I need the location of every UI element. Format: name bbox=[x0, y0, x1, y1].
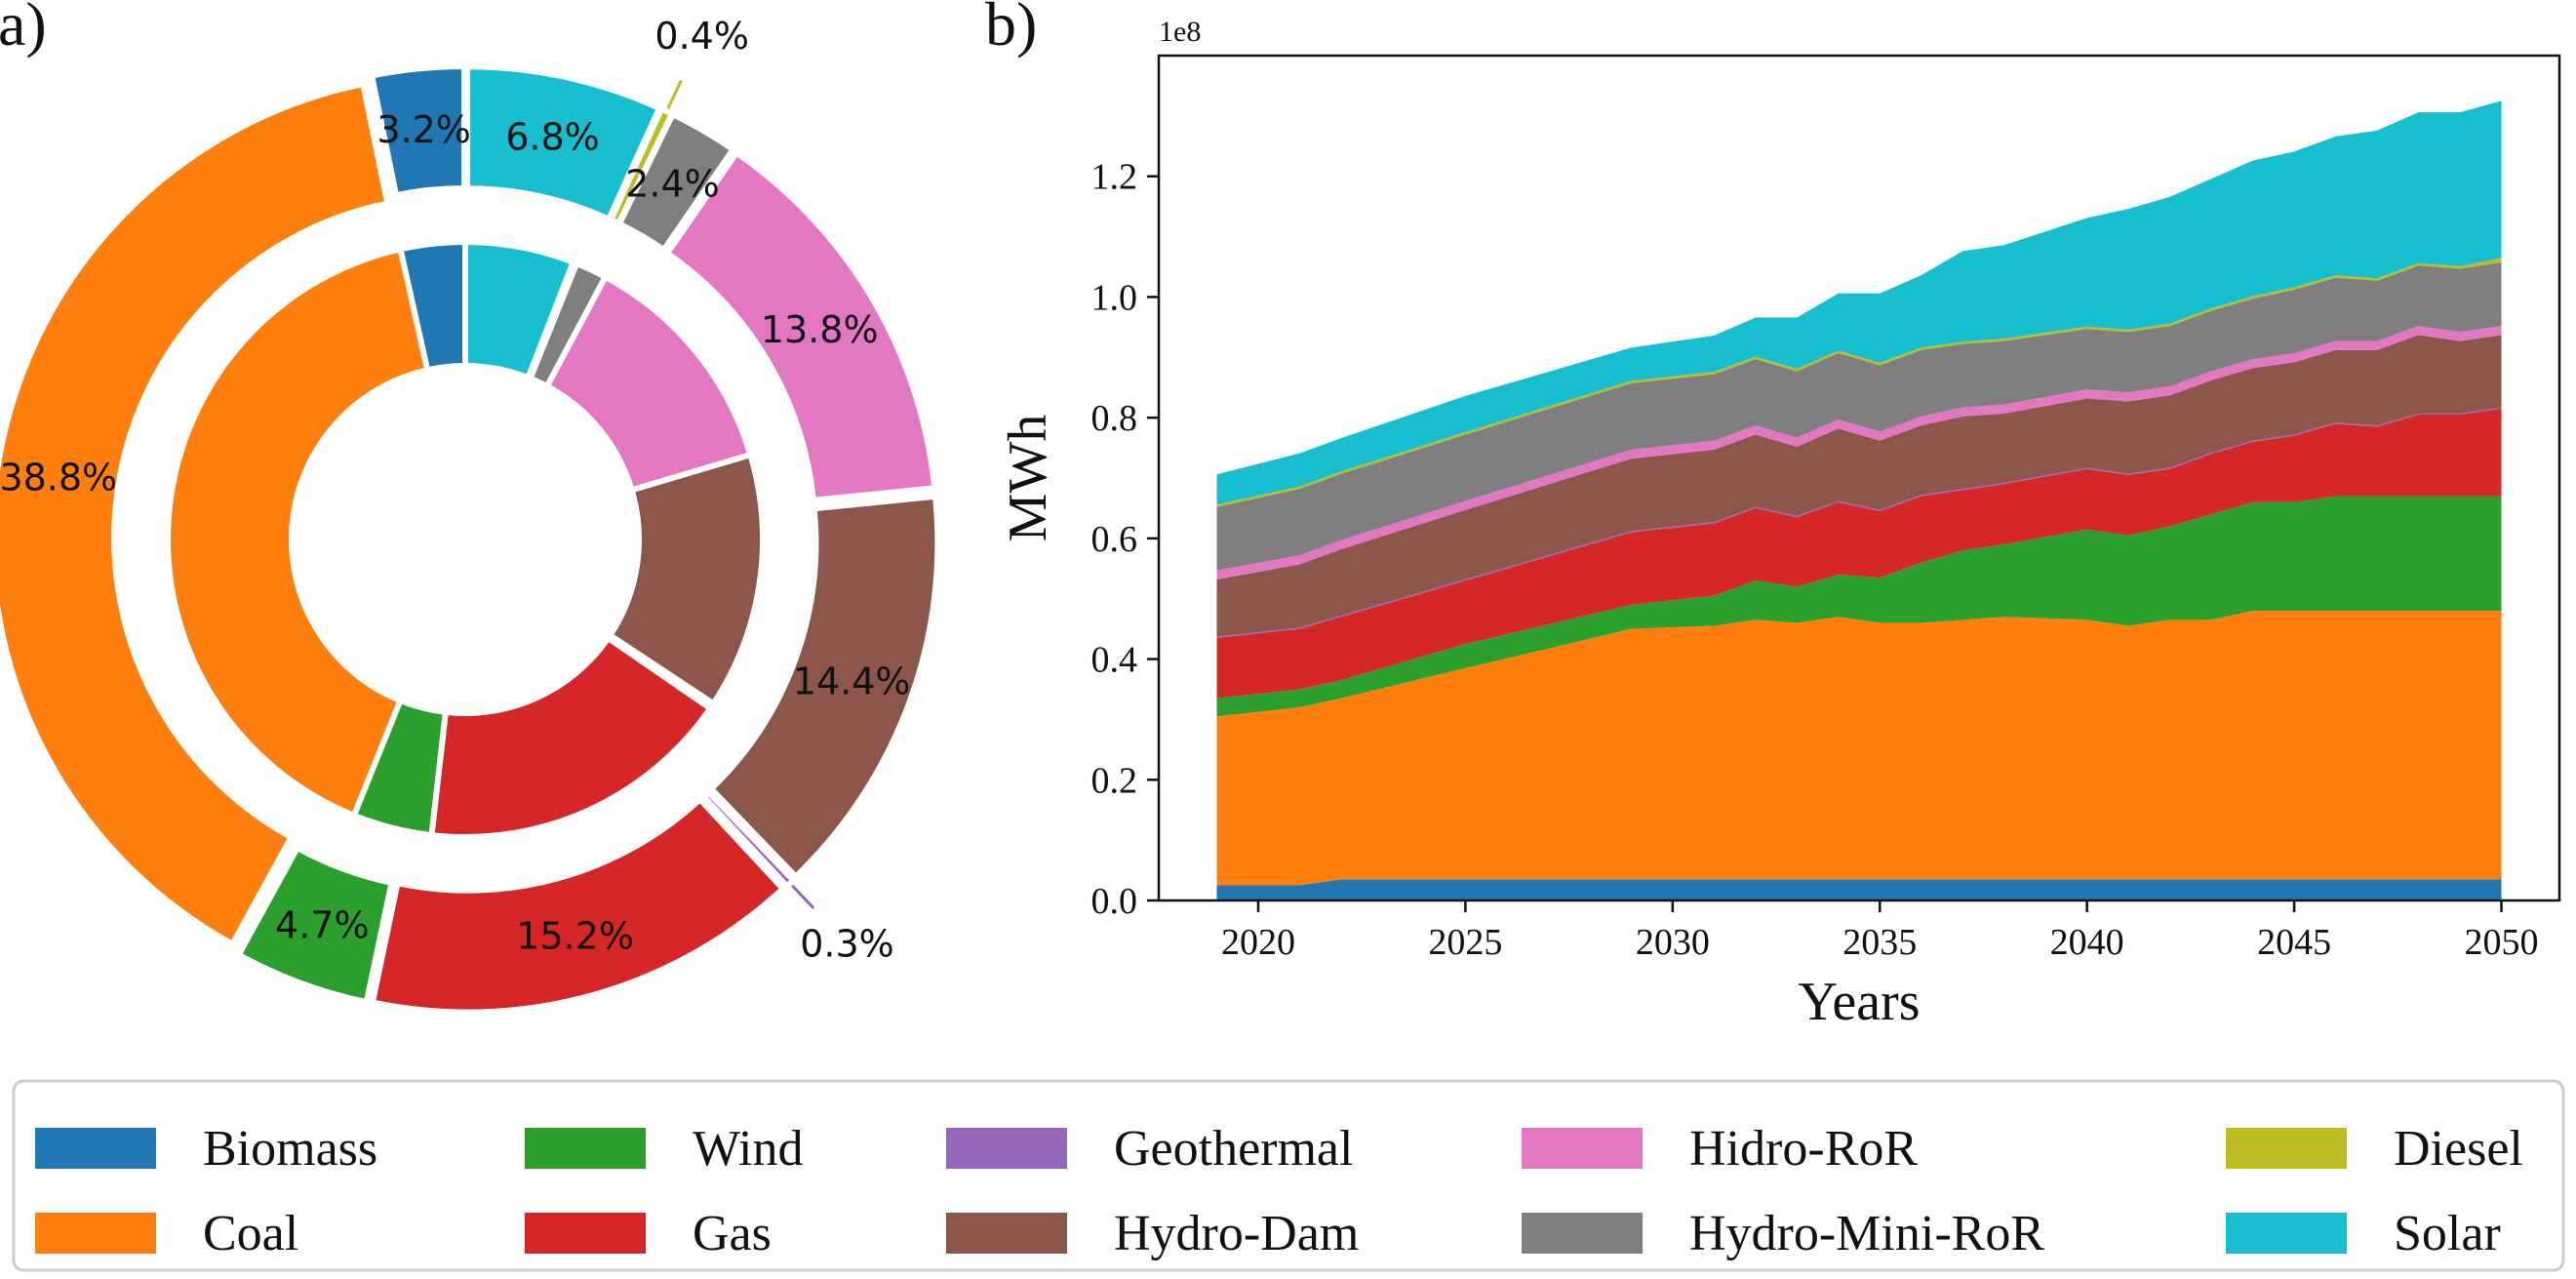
percent-label-geothermal: 0.3% bbox=[800, 922, 894, 965]
area-hydro-dam bbox=[1216, 335, 2502, 637]
x-tick-label-2045: 2045 bbox=[2257, 922, 2331, 963]
y-axis-ticks: 0.0 0.2 0.4 0.6 0.8 1.0 1.2 bbox=[1091, 157, 1159, 922]
donut-chart: 3.2% 38.8% 4.7% 15.2% 0.3% 14.4% 13.8% 2.4% 0.4%… bbox=[0, 15, 941, 1016]
area-biomass bbox=[1216, 879, 2502, 900]
legend-frame bbox=[12, 1079, 2565, 1272]
y-tick-label-1: 0.2 bbox=[1091, 760, 1138, 801]
y-tick-label-3: 0.6 bbox=[1091, 519, 1138, 560]
area-diesel bbox=[1216, 258, 2502, 507]
leader-line-diesel bbox=[666, 79, 683, 110]
inner-ring-wedge-hydro-dam bbox=[606, 451, 766, 708]
legend-swatch-solar bbox=[2226, 1213, 2347, 1254]
inner-ring-wedge-hidro-ror bbox=[542, 272, 755, 494]
outer-ring-wedge-hydro-dam bbox=[706, 493, 941, 881]
area-series bbox=[1216, 100, 2502, 900]
legend-label-diesel: Diesel bbox=[2394, 1121, 2523, 1177]
y-axis-label: MWh bbox=[998, 415, 1058, 542]
y-tick-label-2: 0.4 bbox=[1091, 640, 1138, 681]
panel-b-label: b) bbox=[985, 0, 1037, 59]
legend-label-solar: Solar bbox=[2394, 1206, 2501, 1261]
area-gas bbox=[1216, 408, 2502, 699]
legend-swatch-hydro-dam bbox=[946, 1213, 1067, 1254]
outer-ring-wedge-gas bbox=[369, 795, 787, 1016]
percent-label-wind: 4.7% bbox=[275, 904, 370, 947]
inner-ring-wedge-gas bbox=[428, 633, 715, 840]
legend-swatch-diesel bbox=[2226, 1128, 2347, 1169]
y-offset-label: 1e8 bbox=[1159, 16, 1201, 48]
legend-label-hidro-ror: Hidro-RoR bbox=[1689, 1121, 1918, 1177]
outer-ring-wedge-geothermal bbox=[699, 788, 798, 891]
panel-a-label: a) bbox=[0, 0, 47, 59]
inner-ring-wedge-solar bbox=[462, 238, 577, 381]
y-tick-label-0: 0.0 bbox=[1091, 881, 1138, 922]
legend-items: Biomass Coal Wind Gas Geothermal Hydro-Dam Hid… bbox=[35, 1121, 2523, 1261]
x-tick-label-2035: 2035 bbox=[1843, 922, 1917, 963]
legend-label-hydro-dam: Hydro-Dam bbox=[1114, 1206, 1359, 1261]
inner-ring-wedge-coal bbox=[165, 245, 431, 819]
legend-swatch-biomass bbox=[35, 1128, 156, 1169]
percent-label-coal: 38.8% bbox=[0, 457, 117, 500]
legend-swatch-geothermal bbox=[946, 1128, 1067, 1169]
area-hydro-mini-ror bbox=[1216, 262, 2502, 571]
percent-label-diesel: 0.4% bbox=[654, 15, 749, 58]
percent-label-gas: 15.2% bbox=[516, 915, 634, 958]
area-wind bbox=[1216, 496, 2502, 717]
legend-label-biomass: Biomass bbox=[203, 1121, 377, 1177]
percent-label-hydro-dam: 14.4% bbox=[793, 659, 911, 702]
x-axis-ticks: 2020 2025 2030 2035 2040 2045 2050 bbox=[1221, 900, 2539, 963]
donut-inner-ring bbox=[165, 238, 766, 840]
legend-label-hydro-mini-ror: Hydro-Mini-RoR bbox=[1689, 1206, 2044, 1261]
percent-label-hydro-mini-ror: 2.4% bbox=[625, 162, 720, 205]
legend: Biomass Coal Wind Gas Geothermal Hydro-Dam Hid… bbox=[12, 1079, 2565, 1272]
legend-label-gas: Gas bbox=[693, 1206, 772, 1261]
legend-swatch-gas bbox=[525, 1213, 646, 1254]
legend-swatch-hydro-mini-ror bbox=[1522, 1213, 1643, 1254]
area-solar bbox=[1216, 100, 2502, 505]
x-tick-label-2050: 2050 bbox=[2465, 922, 2539, 963]
legend-label-coal: Coal bbox=[203, 1206, 298, 1261]
outer-ring-wedge-hydro-mini-ror bbox=[615, 110, 737, 255]
outer-ring-wedge-biomass bbox=[368, 63, 467, 199]
area-geothermal bbox=[1216, 407, 2502, 638]
y-tick-label-4: 0.8 bbox=[1091, 398, 1138, 439]
y-tick-label-5: 1.0 bbox=[1091, 277, 1138, 318]
legend-label-wind: Wind bbox=[693, 1121, 803, 1177]
leader-line-geothermal bbox=[791, 884, 815, 909]
inner-ring-wedge-wind bbox=[350, 697, 450, 839]
legend-swatch-coal bbox=[35, 1213, 156, 1254]
outer-ring-wedge-wind bbox=[234, 844, 396, 1006]
x-axis-label: Years bbox=[1799, 972, 1921, 1032]
x-tick-label-2020: 2020 bbox=[1221, 922, 1295, 963]
donut-outer-ring bbox=[0, 63, 941, 1016]
outer-ring-wedge-hidro-ror bbox=[662, 148, 938, 504]
y-tick-label-6: 1.2 bbox=[1091, 157, 1138, 198]
legend-label-geothermal: Geothermal bbox=[1114, 1121, 1353, 1177]
legend-swatch-hidro-ror bbox=[1522, 1128, 1643, 1169]
x-tick-label-2040: 2040 bbox=[2050, 922, 2124, 963]
legend-swatch-wind bbox=[525, 1128, 646, 1169]
outer-ring-wedge-coal bbox=[0, 80, 391, 948]
area-coal bbox=[1216, 611, 2502, 886]
percent-label-solar: 6.8% bbox=[505, 116, 600, 159]
plot-frame bbox=[1157, 54, 2561, 902]
x-tick-label-2025: 2025 bbox=[1428, 922, 1502, 963]
stacked-area-chart: 2020 2025 2030 2035 2040 2045 2050 0.00.20.40.… bbox=[998, 16, 2561, 1032]
percent-label-hidro-ror: 13.8% bbox=[761, 308, 879, 351]
x-tick-label-2030: 2030 bbox=[1636, 922, 1710, 963]
area-hidro-ror bbox=[1216, 326, 2502, 580]
outer-ring-wedge-solar bbox=[464, 63, 663, 223]
donut-percent-labels: 3.2% 38.8% 4.7% 15.2% 0.3% 14.4% 13.8% 2.4% 0.4%… bbox=[0, 15, 911, 965]
percent-label-biomass: 3.2% bbox=[376, 108, 471, 151]
